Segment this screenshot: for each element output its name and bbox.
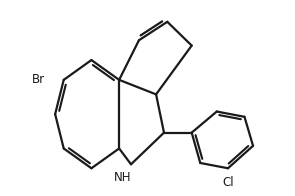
Text: Cl: Cl <box>222 176 234 189</box>
Text: Br: Br <box>32 73 45 86</box>
Text: NH: NH <box>114 171 132 184</box>
